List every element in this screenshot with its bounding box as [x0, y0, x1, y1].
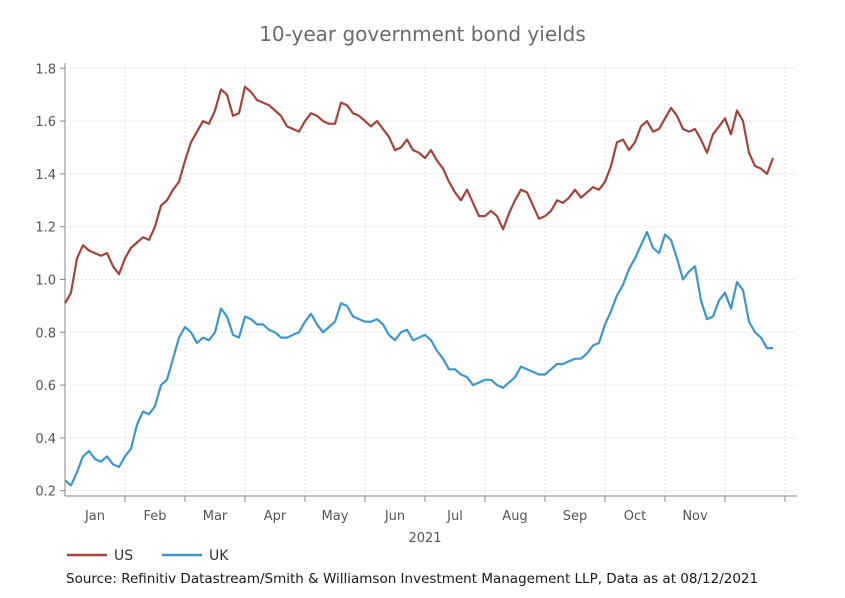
x-tick-label: Aug	[502, 509, 527, 524]
source-note: Source: Refinitiv Datastream/Smith & Wil…	[66, 571, 759, 587]
y-tick-label: 0.8	[35, 326, 56, 341]
grid-lines	[65, 63, 797, 496]
y-tick-label: 1.2	[35, 221, 56, 236]
chart-title: 10-year government bond yields	[259, 22, 586, 46]
x-tick-label: Sep	[563, 509, 588, 524]
legend-label-uk: UK	[209, 548, 229, 564]
x-tick-label: May	[322, 509, 349, 524]
x-axis-label: 2021	[408, 531, 441, 546]
axes: 0.2 0.4 0.6 0.8 1.0 1.2 1.4 1.6 1.8 Jan Feb Mar Apr M…	[35, 62, 797, 546]
x-tick-label: Feb	[143, 509, 166, 524]
y-tick-label: 0.4	[35, 432, 56, 447]
y-tick-label: 1.4	[35, 168, 56, 183]
x-tick-label: Oct	[624, 509, 646, 524]
x-tick-label: Mar	[203, 509, 228, 524]
y-tick-label: 1.6	[35, 115, 56, 130]
series-line-uk	[64, 230, 773, 487]
series-lines	[64, 85, 775, 487]
series-line-us	[64, 85, 775, 304]
legend: US UK	[67, 548, 229, 564]
x-tick-label: Nov	[682, 509, 708, 524]
x-tick-label: Jun	[384, 509, 405, 524]
x-tick-label: Jul	[446, 509, 463, 524]
legend-label-us: US	[114, 548, 133, 564]
x-tick-label: Jan	[84, 509, 105, 524]
y-tick-label: 1.8	[35, 62, 56, 77]
y-tick-label: 0.6	[35, 379, 56, 394]
x-tick-label: Apr	[264, 509, 287, 524]
y-tick-label: 0.2	[35, 485, 56, 500]
y-tick-label: 1.0	[35, 274, 56, 289]
